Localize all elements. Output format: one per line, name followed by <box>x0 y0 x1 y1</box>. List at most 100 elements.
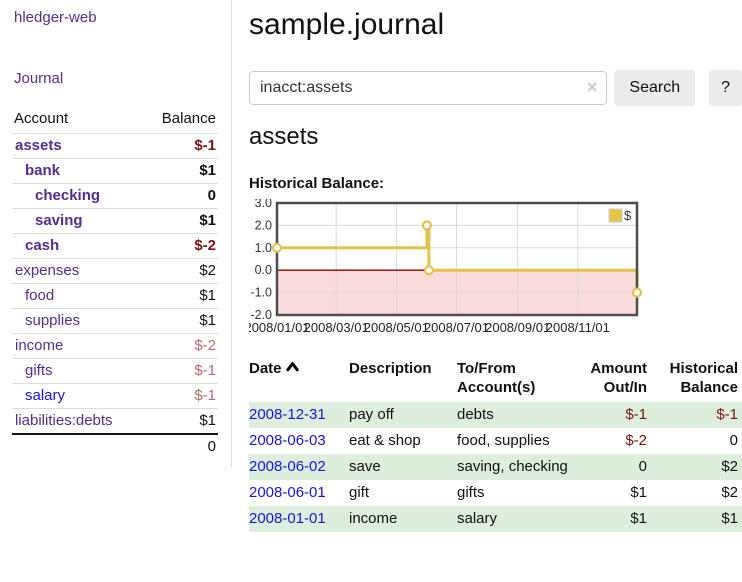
register-header-accounts: To/From Account(s) <box>457 360 536 396</box>
account-balance: $1 <box>115 208 218 234</box>
sidebar-account-link[interactable]: assets <box>15 137 62 154</box>
register-amount: $1 <box>630 510 647 527</box>
y-tick-label: -1.0 <box>250 286 272 300</box>
register-date-cell: 2008-12-31 <box>249 402 349 428</box>
search-form: × Search ? <box>249 70 742 106</box>
sidebar-account-link[interactable]: gifts <box>25 362 53 379</box>
table-row: 2008-06-01 gift gifts $1 $2 <box>249 480 742 506</box>
accounts-total-spacer <box>12 433 115 459</box>
sidebar-account-link[interactable]: salary <box>25 387 66 404</box>
account-row: gifts $-1 <box>12 358 218 384</box>
sidebar-account-link[interactable]: checking <box>35 187 101 204</box>
register-amount: $-1 <box>625 406 647 423</box>
accounts-total-value: 0 <box>115 433 218 459</box>
account-balance: $-2 <box>115 333 218 359</box>
data-point-marker <box>421 220 433 231</box>
y-tick-label: -2.0 <box>250 308 272 322</box>
accounts-header-row: Account Balance <box>12 108 218 134</box>
register-description: save <box>349 458 381 475</box>
account-row: expenses $2 <box>12 258 218 284</box>
register-header-date-label: Date <box>249 360 282 377</box>
register-accounts: gifts <box>457 484 485 501</box>
register-accounts: food, supplies <box>457 432 550 449</box>
sidebar-account-link[interactable]: saving <box>35 212 83 229</box>
register-header-row: Date Description To/From Account(s) Amou… <box>249 357 742 402</box>
clear-search-icon[interactable]: × <box>586 77 598 97</box>
x-tick-label: 2008/09/01 <box>485 320 550 335</box>
account-name-cell: liabilities:debts <box>12 408 115 434</box>
register-table: Date Description To/From Account(s) Amou… <box>249 357 742 532</box>
sidebar-account-link[interactable]: food <box>25 287 55 304</box>
register-date-cell: 2008-06-01 <box>249 480 349 506</box>
register-balance: $-1 <box>716 406 738 423</box>
account-row: cash $-2 <box>12 233 218 259</box>
help-button[interactable]: ? <box>709 70 742 106</box>
legend-swatch-icon <box>608 208 623 223</box>
x-tick-label: 2008/11/01 <box>546 320 610 335</box>
sidebar-account-link[interactable]: expenses <box>15 262 80 279</box>
accounts-table: Account Balance assets $-1 bank $1 checking 0… <box>12 108 218 459</box>
account-row: income $-2 <box>12 333 218 359</box>
y-tick-label: 0.0 <box>255 263 272 277</box>
table-row: 2008-12-31 pay off debts $-1 $-1 <box>249 402 742 428</box>
sidebar: hledger-web Journal Account Balance asse… <box>0 0 232 467</box>
register-date-link[interactable]: 2008-06-03 <box>249 432 326 449</box>
register-accounts: saving, checking <box>457 458 568 475</box>
account-row: supplies $1 <box>12 308 218 334</box>
page-title: sample.journal <box>249 8 445 41</box>
register-description: gift <box>349 484 370 501</box>
register-table-body: 2008-12-31 pay off debts $-1 $-1 2008-06-03 ea… <box>249 402 742 532</box>
table-row: 2008-01-01 income salary $1 $1 <box>249 506 742 532</box>
balance-chart: $3.0 2.0 1.0 0.0 -1.0 -2.0 2008/01/01 2008/03/0… <box>249 199 742 345</box>
register-date-link[interactable]: 2008-01-01 <box>249 510 326 527</box>
account-name-cell: food <box>12 283 115 309</box>
register-date-cell: 2008-06-03 <box>249 428 349 454</box>
register-date-link[interactable]: 2008-06-02 <box>249 458 326 475</box>
register-balance: $2 <box>721 458 738 475</box>
legend-label: $ <box>624 208 632 223</box>
sidebar-account-link[interactable]: liabilities:debts <box>15 412 113 429</box>
x-tick-label: 2008/05/01 <box>364 320 429 335</box>
register-header-balance: Historical Balance <box>669 360 738 396</box>
search-input-wrap: × <box>249 71 608 105</box>
sidebar-account-link[interactable]: supplies <box>25 312 81 329</box>
main-content: sample.journal × Search ? assets Histori… <box>249 0 742 532</box>
accounts-total-row: 0 <box>12 433 218 459</box>
sidebar-item-journal[interactable]: Journal <box>14 70 64 87</box>
account-row: saving $1 <box>12 208 218 234</box>
account-name-cell: saving <box>12 208 115 234</box>
y-tick-label: 1.0 <box>255 241 272 255</box>
account-row: bank $1 <box>12 158 218 184</box>
account-name-cell: assets <box>12 133 115 159</box>
account-name-cell: cash <box>12 233 115 259</box>
register-header-amount: Amount Out/In <box>590 360 647 396</box>
account-row: liabilities:debts $1 <box>12 408 218 434</box>
sidebar-account-link[interactable]: cash <box>25 237 60 254</box>
register-balance: 0 <box>729 432 738 449</box>
account-row: food $1 <box>12 283 218 309</box>
account-balance: $1 <box>115 283 218 309</box>
accounts-header-account: Account <box>14 110 69 127</box>
sidebar-account-link[interactable]: bank <box>25 162 61 179</box>
sidebar-account-link[interactable]: income <box>15 337 64 354</box>
register-date-link[interactable]: 2008-06-01 <box>249 484 326 501</box>
register-date-link[interactable]: 2008-12-31 <box>249 406 326 423</box>
account-name-cell: expenses <box>12 258 115 284</box>
data-point-marker <box>271 242 283 253</box>
account-row: assets $-1 <box>12 133 218 159</box>
account-row: checking 0 <box>12 183 218 209</box>
chart-canvas: $3.0 2.0 1.0 0.0 -1.0 -2.02008/01/012008/03/0… <box>249 199 643 335</box>
table-row: 2008-06-03 eat & shop food, supplies $-2 0 <box>249 428 742 454</box>
register-header-date[interactable]: Date <box>249 357 349 402</box>
register-description: pay off <box>349 406 394 423</box>
account-balance: 0 <box>115 183 218 209</box>
plot-border <box>275 201 639 317</box>
y-tick-label: 3.0 <box>255 199 272 210</box>
data-point-marker <box>631 287 643 298</box>
accounts-header-balance: Balance <box>161 110 216 127</box>
account-name-cell: bank <box>12 158 115 184</box>
register-amount: $-2 <box>625 432 647 449</box>
app-title-link[interactable]: hledger-web <box>14 9 97 26</box>
search-button[interactable]: Search <box>614 70 696 106</box>
search-input[interactable] <box>249 71 608 105</box>
